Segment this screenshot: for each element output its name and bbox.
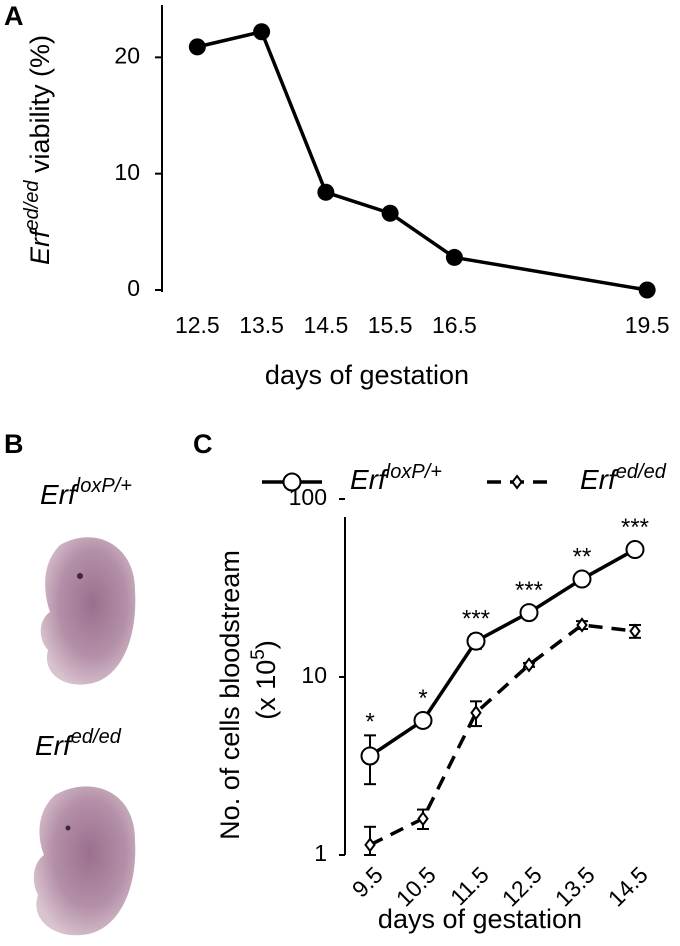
label-part: ed/ed <box>71 726 122 748</box>
x-tick-label: 14.5 <box>603 861 653 911</box>
legend-marker <box>282 472 302 492</box>
label-part: loxP/+ <box>76 475 132 497</box>
label-part: Erf <box>35 730 74 761</box>
label-part: loxP/+ <box>386 461 442 483</box>
x-axis-label: days of gestation <box>265 360 469 390</box>
point <box>519 603 539 623</box>
image-label: Erfed/ed <box>35 726 122 761</box>
legend-label: ErfloxP/+ <box>350 461 442 495</box>
embryo-image <box>40 537 136 685</box>
embryo-eye <box>77 573 83 579</box>
series-line <box>369 548 636 758</box>
point <box>576 617 588 633</box>
annotation: ** <box>573 543 592 570</box>
x-tick-label: 13.5 <box>239 312 284 338</box>
point <box>188 38 206 56</box>
point <box>364 837 376 853</box>
point <box>572 569 592 589</box>
x-tick-label: 19.5 <box>625 312 670 338</box>
label-part: Erf <box>40 479 79 510</box>
point <box>360 746 380 766</box>
label-part: ed/ed <box>21 180 43 231</box>
label-part: viability (%) <box>25 35 55 181</box>
y-axis-label: No. of cells bloodstream <box>215 550 245 840</box>
panel-label: B <box>4 429 24 459</box>
series-line <box>369 623 636 847</box>
embryo-eye <box>65 825 71 831</box>
point <box>413 710 433 730</box>
annotation: * <box>418 685 427 712</box>
annotation: * <box>365 709 374 736</box>
y-tick-label: 1 <box>314 840 327 866</box>
y-axis-label: Erfed/ed viability (%) <box>21 35 55 265</box>
x-tick-label: 11.5 <box>445 861 494 910</box>
y-tick-label: 0 <box>127 275 140 301</box>
point <box>417 811 429 827</box>
y-tick-label: 10 <box>114 159 140 185</box>
point <box>253 23 271 41</box>
x-tick-label: 16.5 <box>432 312 477 338</box>
annotation: *** <box>462 605 490 632</box>
y-axis-unit: (x 105) <box>248 640 281 720</box>
x-tick-label: 14.5 <box>303 312 348 338</box>
label-part: Erf <box>580 464 619 495</box>
point <box>381 204 399 222</box>
point <box>317 183 335 201</box>
label-part: (x 10 <box>251 660 281 720</box>
point <box>466 631 486 651</box>
x-axis-label: days of gestation <box>378 904 582 934</box>
y-tick-label: 10 <box>301 662 327 688</box>
legend-label: Erfed/ed <box>580 461 667 495</box>
panel-label: A <box>4 1 24 31</box>
point <box>629 623 641 639</box>
x-tick-label: 12.5 <box>175 312 220 338</box>
panel-label: C <box>193 429 213 459</box>
x-tick-label: 9.5 <box>347 861 388 902</box>
label-part: 5 <box>248 649 269 660</box>
annotation: *** <box>621 514 649 541</box>
legend-marker <box>511 474 523 490</box>
annotation: *** <box>515 577 543 604</box>
image-label: ErfloxP/+ <box>40 475 132 510</box>
point <box>638 281 656 299</box>
point <box>625 540 645 560</box>
point <box>523 657 535 673</box>
point <box>470 705 482 721</box>
label-part: ) <box>251 640 281 649</box>
label-part: ed/ed <box>616 461 667 483</box>
label-part: Erf <box>350 464 389 495</box>
point <box>445 248 463 266</box>
y-tick-label: 20 <box>114 42 140 68</box>
line <box>196 30 648 292</box>
label-part: Erf <box>25 228 55 265</box>
x-tick-label: 15.5 <box>368 312 413 338</box>
embryo-image <box>33 786 136 936</box>
